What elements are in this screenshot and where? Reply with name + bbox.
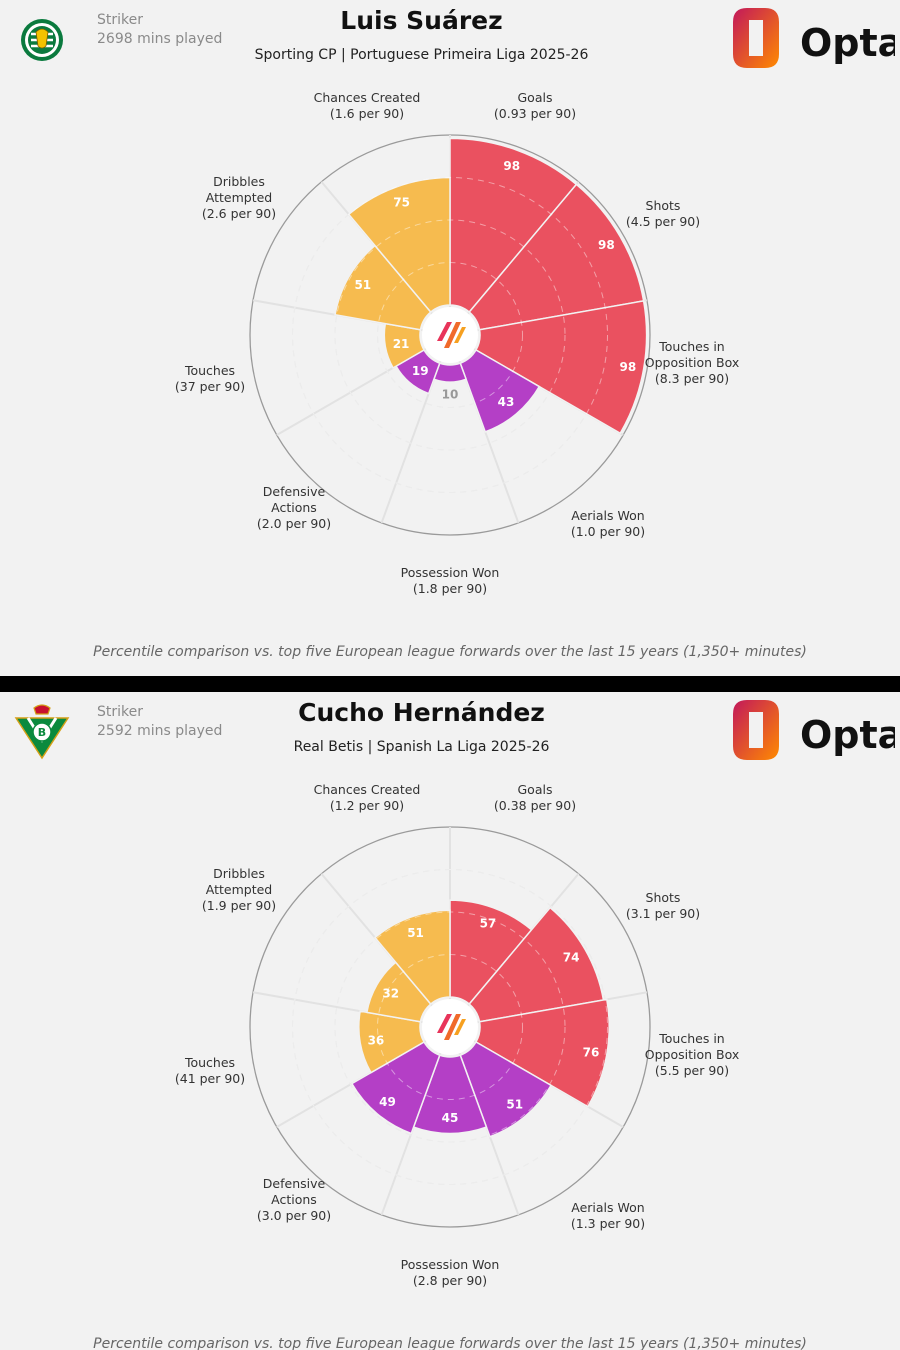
team-league: Real Betis | Spanish La Liga 2025-26 — [293, 739, 550, 755]
radar-bar — [373, 909, 451, 1006]
real-betis-crest: B — [14, 704, 70, 760]
player-name: Cucho Hernández — [298, 698, 545, 727]
radar-bar — [412, 1054, 488, 1135]
category-label: Defensive Actions (3.0 per 90) — [257, 1176, 331, 1223]
category-label: Dribbles Attempted (1.9 per 90) — [202, 866, 276, 913]
radar-value-label: 19 — [412, 364, 429, 378]
category-label: Possession Won (1.8 per 90) — [401, 565, 500, 596]
radar-bar — [350, 1040, 441, 1135]
category-label: Possession Won (2.8 per 90) — [401, 1257, 500, 1288]
radar-value-label: 57 — [480, 916, 497, 930]
flash-icon — [437, 322, 466, 348]
player-role: Striker 2592 mins played — [97, 704, 223, 739]
radar-bar — [449, 137, 578, 314]
radar-bar — [459, 1040, 553, 1138]
radar-value-label: 51 — [407, 926, 424, 940]
category-label: Dribbles Attempted (2.6 per 90) — [202, 174, 276, 221]
radar-bar — [347, 176, 451, 314]
radar-bar — [449, 899, 533, 1006]
radar-bar — [334, 244, 432, 331]
player-radar-card: Striker 2698 mins played Luis Suárez Spo… — [0, 0, 900, 676]
chart-caption: Percentile comparison vs. top five Europ… — [93, 644, 807, 660]
radar-value-label: 75 — [393, 196, 410, 210]
radar-value-label: 76 — [583, 1045, 600, 1059]
category-label: Aerials Won (1.0 per 90) — [571, 508, 645, 539]
radar-value-label: 21 — [393, 337, 410, 351]
category-label: Chances Created (1.6 per 90) — [314, 90, 421, 121]
team-league: Sporting CP | Portuguese Primeira Liga 2… — [254, 47, 589, 63]
category-label: Shots (4.5 per 90) — [626, 198, 700, 229]
opta-logo: Opta — [733, 8, 895, 68]
radar-value-label: 98 — [503, 159, 520, 173]
radar-grid-ring-overlay — [377, 954, 523, 1100]
radar-value-label: 43 — [498, 395, 515, 409]
category-label: Goals (0.93 per 90) — [494, 90, 576, 121]
category-label: Touches (41 per 90) — [175, 1055, 245, 1086]
chart-caption: Percentile comparison vs. top five Europ… — [93, 1336, 807, 1350]
radar-grid-ring-overlay — [292, 869, 608, 1185]
category-label: Chances Created (1.2 per 90) — [314, 782, 421, 813]
svg-text:B: B — [38, 726, 46, 739]
radar-grid-ring-overlay — [334, 911, 566, 1143]
radar-bar — [459, 348, 541, 433]
radar-value-label: 45 — [442, 1111, 459, 1125]
category-label: Goals (0.38 per 90) — [494, 782, 576, 813]
flash-icon — [437, 1014, 466, 1040]
svg-text:Opta: Opta — [800, 21, 895, 65]
radar-value-label: 10 — [442, 388, 459, 402]
category-label: Aerials Won (1.3 per 90) — [571, 1200, 645, 1231]
radar-chart: 57 74 76 51 45 49 36 32 51 Goals (0.38 per 90) Shot… — [175, 782, 740, 1288]
player-name: Luis Suárez — [340, 6, 503, 35]
opta-logo: Opta — [733, 700, 895, 760]
radar-grid-ring-overlay — [377, 262, 523, 408]
radar-bar — [366, 961, 432, 1023]
radar-value-label: 36 — [368, 1034, 385, 1048]
svg-text:Opta: Opta — [800, 713, 895, 757]
radar-value-label: 51 — [354, 278, 371, 292]
radar-bar — [474, 299, 648, 435]
radar-value-label: 32 — [382, 986, 399, 1000]
player-role: Striker 2698 mins played — [97, 12, 223, 47]
radar-grid-ring-overlay — [334, 219, 566, 451]
radar-bar — [468, 906, 605, 1023]
radar-bar — [468, 183, 645, 331]
radar-grid-ring-overlay — [292, 177, 608, 493]
player-radar-card: B Striker 2592 mins played Cucho Hernánd… — [0, 692, 900, 1350]
category-label: Shots (3.1 per 90) — [626, 890, 700, 921]
radar-value-label: 98 — [620, 360, 637, 374]
radar-value-label: 98 — [598, 238, 615, 252]
radar-value-label: 51 — [506, 1098, 523, 1112]
category-label: Touches (37 per 90) — [175, 363, 245, 394]
minutes-played: 2698 mins played — [97, 31, 223, 47]
radar-value-label: 74 — [563, 951, 580, 965]
sporting-cp-crest — [21, 19, 63, 61]
radar-value-label: 49 — [379, 1095, 396, 1109]
category-label: Touches in Opposition Box (8.3 per 90) — [645, 339, 740, 386]
radar-bar — [358, 1010, 426, 1074]
category-label: Defensive Actions (2.0 per 90) — [257, 484, 331, 531]
radar-bar — [474, 998, 610, 1108]
minutes-played: 2592 mins played — [97, 723, 223, 739]
category-label: Touches in Opposition Box (5.5 per 90) — [645, 1031, 740, 1078]
